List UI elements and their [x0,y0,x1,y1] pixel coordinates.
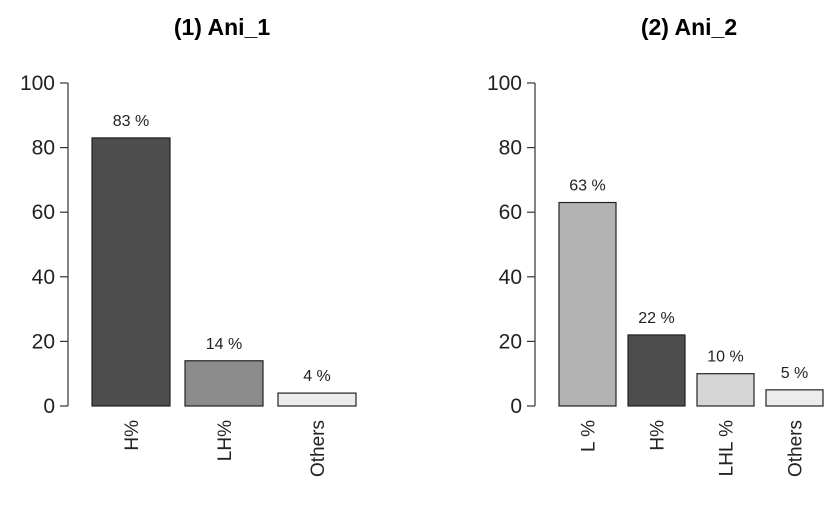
data-label: 83 % [113,113,149,130]
x-tick-label: H% [648,420,669,451]
x-tick-label: Others [786,420,807,477]
bar [765,389,824,407]
y-tick-label: 60 [499,201,522,224]
x-tick-label: LHL % [717,420,738,476]
y-tick-label: 80 [499,137,522,160]
y-tick-label: 80 [32,137,55,160]
panel-ani-1: (1) Ani_1 0 20 40 60 80 100 83 % H% 14 % LH% 4 % Oth… [20,14,357,477]
bar [277,392,357,407]
bar [696,373,755,407]
y-tick-label: 100 [487,72,522,95]
bar [558,201,617,407]
data-label: 22 % [638,310,674,327]
y-tick-label: 0 [510,395,522,418]
chart-title: (2) Ani_2 [641,14,737,40]
bar [184,360,264,407]
data-label: 14 % [206,336,242,353]
data-label: 63 % [569,178,605,195]
y-tick-label: 20 [32,330,55,353]
y-tick-label: 20 [499,330,522,353]
y-tick-label: 40 [32,266,55,289]
x-tick-label: H% [122,420,143,451]
x-tick-label: LH% [215,420,236,461]
y-tick-label: 40 [499,266,522,289]
bar [91,137,171,407]
y-tick-label: 60 [32,201,55,224]
panel-ani-2: (2) Ani_2 0 20 40 60 80 100 63 % L % 22 % H% 10 % LH… [487,14,824,477]
data-label: 4 % [303,368,331,385]
chart-title: (1) Ani_1 [174,14,270,40]
x-tick-label: Others [308,420,329,477]
y-tick-label: 100 [20,72,55,95]
data-label: 5 % [781,365,809,382]
y-tick-label: 0 [43,395,55,418]
data-label: 10 % [707,349,743,366]
bar [627,334,686,407]
x-tick-label: L % [579,420,600,452]
